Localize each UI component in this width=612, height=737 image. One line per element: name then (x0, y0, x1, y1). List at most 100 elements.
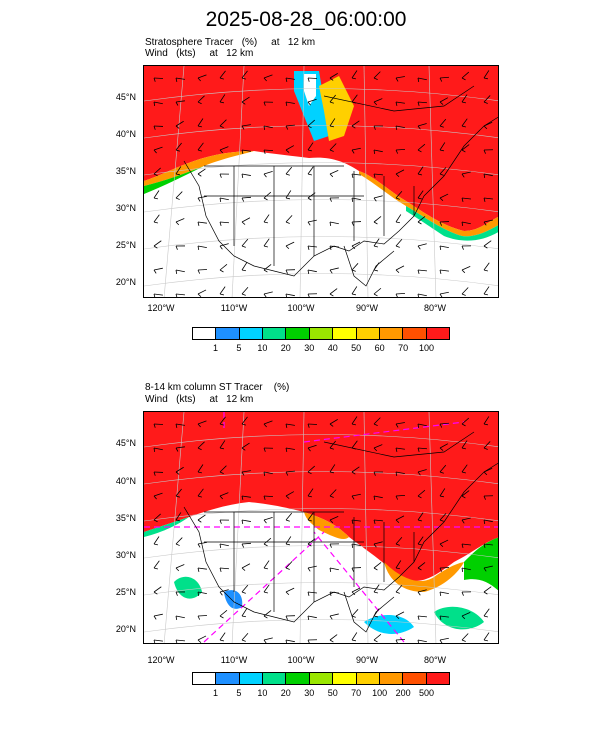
wind-barb-flag (307, 269, 310, 275)
wind-barb-flag (439, 447, 444, 451)
wind-barb (351, 173, 361, 176)
wind-barb (395, 560, 402, 569)
wind-barb (417, 190, 424, 199)
colorbar-swatch (379, 328, 404, 339)
wind-barb (153, 214, 160, 223)
wind-barb-flag (461, 173, 465, 178)
wind-barb (153, 513, 161, 521)
colorbar-swatch (356, 673, 380, 684)
wind-barb (329, 169, 339, 175)
wind-barb (417, 143, 426, 151)
wind-barb (351, 286, 358, 295)
wind-barb-flag (263, 101, 266, 106)
wind-barb (439, 539, 449, 545)
wind-barb-flag (417, 543, 422, 546)
wind-barb-flag (373, 519, 376, 524)
wind-barb-flag (329, 423, 334, 427)
wind-barb (483, 543, 493, 546)
colorbar-label: 1 (212, 688, 218, 698)
wind-barb-flag (439, 221, 442, 226)
wind-barb (461, 543, 471, 546)
panel1-lat-label: 45°N (115, 92, 136, 102)
wind-barb (307, 98, 317, 103)
colorbar-swatch (403, 328, 427, 339)
wind-barb-flag (285, 293, 287, 297)
wind-barb (373, 173, 383, 176)
wind-barb (241, 149, 251, 152)
wind-barb-flag (153, 471, 156, 476)
wind-barb-flag (219, 197, 222, 203)
wind-barb-flag (263, 495, 266, 500)
wind-barb (329, 567, 339, 571)
colorbar-swatch (309, 673, 334, 684)
wind-barb-flag (461, 221, 464, 227)
wind-barb (197, 221, 207, 224)
wind-barb (417, 589, 427, 593)
wind-barb (483, 586, 492, 593)
wind-barb (483, 565, 493, 569)
wind-barb (483, 197, 493, 200)
wind-barb (483, 416, 490, 425)
wind-barb (285, 124, 295, 127)
wind-barb-flag (461, 615, 466, 620)
wind-barb (197, 74, 207, 79)
panel2-lon-label: 120°W (147, 655, 175, 665)
wind-barb-flag (153, 447, 156, 453)
wind-barb-flag (219, 149, 224, 154)
colorbar-label: 30 (304, 343, 315, 353)
wind-barb (219, 567, 230, 570)
wind-barb-flag (153, 293, 156, 297)
wind-barb (219, 492, 229, 497)
wind-barb (241, 563, 251, 569)
wind-barb (483, 519, 493, 523)
wind-barb-flag (307, 173, 312, 176)
wind-barb (285, 101, 295, 104)
wind-barb-flag (351, 149, 355, 154)
wind-barb (417, 489, 426, 497)
wind-barb-flag (395, 591, 400, 594)
wind-barb-flag (175, 495, 180, 498)
wind-barb (329, 464, 336, 473)
wind-barb (241, 495, 251, 498)
colorbar-label: 1 (212, 343, 218, 353)
panel1-lon-label: 80°W (423, 303, 447, 313)
wind-barb-flag (351, 423, 356, 426)
wind-barb (241, 196, 252, 199)
wind-barb-flag (461, 293, 466, 296)
wind-barb-flag (175, 269, 178, 275)
wind-barb (307, 565, 317, 569)
wind-barb (219, 146, 229, 151)
wind-barb (175, 446, 185, 449)
wind-barb (197, 514, 206, 521)
wind-barb (285, 166, 293, 175)
wind-barb-flag (373, 269, 378, 272)
wind-barb-flag (241, 567, 246, 571)
wind-barb (439, 513, 447, 521)
wind-barb-flag (175, 221, 180, 226)
wind-barb-flag (351, 77, 356, 80)
wind-barb (329, 515, 339, 521)
wind-barb-flag (417, 567, 422, 571)
wind-barb (417, 101, 428, 104)
wind-barb-flag (263, 293, 267, 297)
wind-barb-flag (483, 495, 486, 500)
wind-barb-flag (153, 639, 156, 643)
wind-barb (439, 76, 450, 79)
wind-barb-flag (175, 77, 178, 82)
wind-barb-flag (285, 197, 290, 200)
wind-barb-flag (197, 543, 201, 548)
wind-barb (439, 118, 447, 127)
wind-barb (307, 77, 318, 79)
wind-barb (417, 512, 424, 521)
wind-barb-flag (373, 197, 377, 202)
wind-barb-flag (373, 495, 376, 501)
colorbar-label: 100 (372, 688, 388, 698)
wind-barb-flag (241, 197, 245, 202)
panel1-subtitle-tracer: Stratosphere Tracer (%) at 12 km (145, 37, 316, 48)
wind-barb-flag (439, 101, 444, 105)
wind-barb-flag (219, 519, 222, 524)
wind-barb (175, 639, 185, 642)
wind-barb (439, 142, 446, 151)
wind-barb-flag (175, 543, 180, 546)
wind-barb-flag (329, 639, 334, 643)
